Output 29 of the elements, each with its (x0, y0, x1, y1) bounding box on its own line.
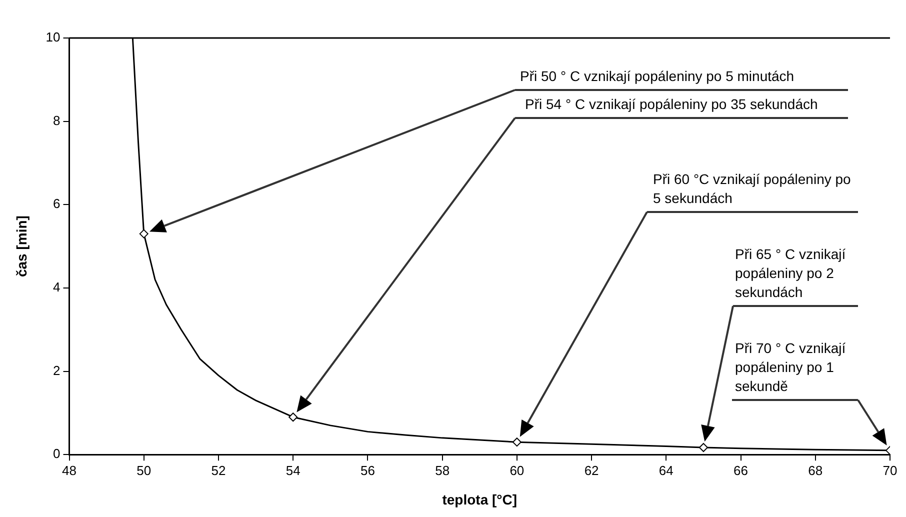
x-tick-label: 60 (510, 462, 524, 478)
x-tick-label: 62 (584, 462, 599, 478)
y-tick-label: 2 (53, 362, 60, 378)
point (139, 229, 148, 238)
x-tick-label: 48 (62, 462, 76, 478)
annotation: Při 54 ° C vznikají popáleniny po 35 sekundách (515, 95, 848, 119)
x-tick-label: 50 (136, 462, 152, 478)
x-tick-label: 68 (808, 462, 823, 478)
x-axis-title: teplota [°C] (442, 491, 518, 508)
x-tick-label: 70 (882, 462, 898, 478)
annotation: Při 70 ° C vznikají popáleniny po 1 sekundě (732, 339, 858, 401)
point (288, 412, 298, 422)
x-tick-label: 66 (734, 462, 748, 478)
x-tick-label: 52 (211, 462, 226, 478)
x-tick-label: 58 (435, 462, 450, 478)
x-tick-label: 54 (286, 462, 300, 478)
y-tick-label: 10 (46, 30, 60, 45)
y-tick-label: 8 (53, 112, 60, 128)
x-tick-label: 56 (360, 462, 375, 478)
y-tick-label: 6 (53, 196, 60, 212)
annotation: Při 60 °C vznikají popáleniny po 5 sekundách (647, 170, 858, 213)
annotation: Při 50 ° C vznikají popáleniny po 5 minutách (515, 67, 848, 91)
y-tick-label: 4 (53, 280, 60, 295)
annotation: Při 65 ° C vznikají popáleniny po 2 sekundách (733, 245, 858, 307)
y-tick-label: 0 (53, 446, 60, 462)
point (698, 443, 708, 452)
x-tick-label: 64 (658, 462, 674, 478)
y-axis-title: čas [min] (13, 216, 30, 278)
point (512, 438, 522, 447)
